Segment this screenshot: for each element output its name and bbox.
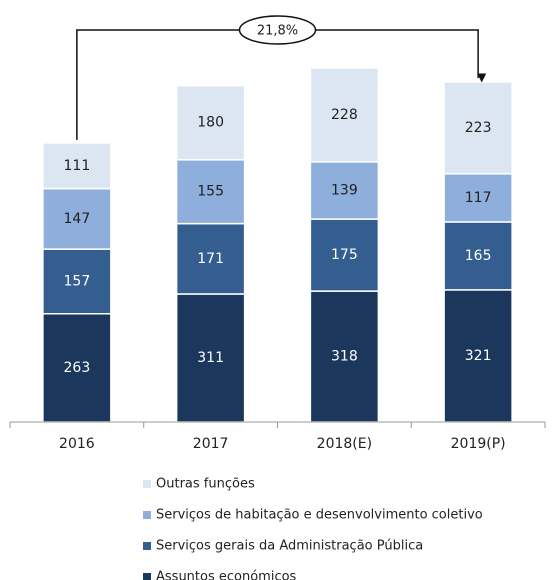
- bar-segment: [175, 222, 246, 295]
- value-label: 223: [465, 120, 492, 136]
- bar-segment: [42, 248, 112, 315]
- legend-swatch: [143, 511, 151, 519]
- value-label: 171: [197, 251, 224, 267]
- value-label: 117: [465, 190, 492, 206]
- bar-segment: [309, 161, 380, 220]
- value-label: 318: [331, 349, 358, 365]
- legend-label: Serviços gerais da Administração Pública: [156, 539, 423, 554]
- annotation-bubble: [238, 15, 317, 45]
- x-tick-label: 2018(E): [317, 436, 372, 452]
- value-label: 180: [197, 115, 224, 131]
- bar-segment: [309, 218, 380, 292]
- bar-segment: [175, 159, 246, 225]
- bar-segment: [443, 81, 513, 175]
- value-label: 139: [331, 182, 358, 198]
- legend-swatch: [143, 542, 151, 550]
- value-label: 321: [465, 348, 492, 364]
- value-label: 228: [331, 107, 358, 123]
- legend-swatch: [143, 573, 151, 580]
- value-label: 263: [64, 360, 91, 376]
- bar-segment: [443, 173, 513, 223]
- legend-label: Assuntos económicos: [156, 570, 297, 580]
- legend-label: Outras funções: [156, 477, 255, 492]
- annotation: 21,8%: [257, 24, 298, 39]
- legend-label: Serviços de habitação e desenvolvimento …: [156, 508, 483, 523]
- x-tick-label: 2016: [59, 436, 95, 452]
- annotation-connector: [76, 29, 487, 140]
- value-label: 155: [197, 184, 224, 200]
- x-tick-label: 2019(P): [451, 436, 506, 452]
- bar-segment: [42, 312, 112, 423]
- bar-segment: [175, 84, 246, 161]
- bar-segment: [309, 67, 380, 163]
- legend-swatch: [143, 480, 151, 488]
- value-label: 175: [331, 247, 358, 263]
- value-label: 311: [197, 350, 224, 366]
- value-label: 111: [64, 158, 91, 174]
- value-label: 147: [64, 211, 91, 227]
- bar-segment: [42, 142, 112, 190]
- value-label: 165: [465, 248, 492, 264]
- x-tick-label: 2017: [193, 436, 229, 452]
- value-label: 157: [64, 273, 91, 289]
